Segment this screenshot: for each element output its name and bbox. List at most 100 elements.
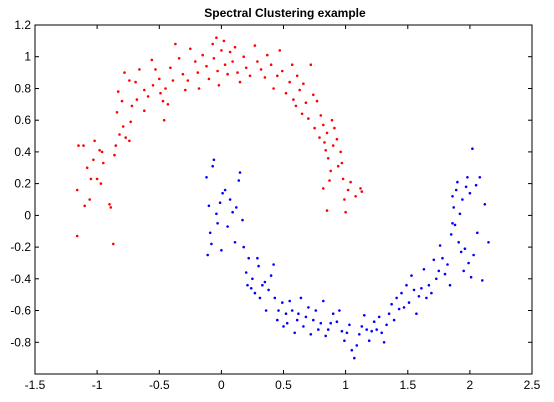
data-point-series-2 bbox=[410, 274, 413, 277]
x-tick-label: 0 bbox=[218, 378, 225, 392]
data-point-series-2 bbox=[432, 258, 436, 262]
data-point-series-1 bbox=[114, 144, 118, 147]
data-point-series-2 bbox=[238, 171, 242, 174]
data-point-series-2 bbox=[216, 222, 219, 225]
data-point-series-2 bbox=[358, 333, 361, 336]
data-point-series-2 bbox=[211, 164, 214, 168]
data-point-series-1 bbox=[159, 91, 162, 95]
data-point-series-2 bbox=[206, 253, 209, 257]
data-point-series-1 bbox=[323, 141, 326, 144]
data-point-series-1 bbox=[151, 84, 155, 87]
data-point-series-2 bbox=[375, 328, 379, 331]
data-point-series-1 bbox=[248, 74, 252, 78]
data-point-series-2 bbox=[457, 241, 461, 244]
data-point-series-2 bbox=[295, 318, 299, 322]
data-point-series-2 bbox=[420, 287, 423, 290]
data-point-series-2 bbox=[469, 275, 473, 279]
data-point-series-2 bbox=[355, 344, 359, 347]
data-point-series-2 bbox=[256, 256, 259, 260]
data-point-series-1 bbox=[98, 149, 101, 152]
data-point-series-2 bbox=[235, 206, 238, 209]
data-point-series-2 bbox=[340, 329, 344, 333]
x-tick-label: 1 bbox=[342, 378, 349, 392]
data-point-series-2 bbox=[478, 176, 482, 179]
data-point-series-1 bbox=[256, 60, 259, 63]
data-point-series-1 bbox=[290, 63, 294, 66]
data-point-series-2 bbox=[264, 309, 268, 312]
data-point-series-1 bbox=[294, 104, 298, 108]
data-point-series-1 bbox=[138, 68, 141, 71]
data-point-series-1 bbox=[212, 57, 216, 60]
data-point-series-2 bbox=[205, 176, 208, 179]
y-tick-label: 1 bbox=[24, 50, 31, 64]
data-point-series-2 bbox=[370, 329, 374, 333]
data-point-series-2 bbox=[456, 180, 459, 184]
data-point-series-2 bbox=[257, 264, 260, 268]
data-point-series-1 bbox=[169, 66, 172, 70]
data-point-series-1 bbox=[238, 80, 242, 84]
data-point-series-1 bbox=[309, 63, 313, 66]
x-tick-label: 0.5 bbox=[275, 378, 292, 392]
data-point-series-1 bbox=[77, 144, 80, 147]
data-point-series-2 bbox=[272, 263, 275, 266]
y-tick-label: 0.6 bbox=[14, 113, 31, 127]
data-point-series-1 bbox=[326, 157, 330, 160]
data-point-series-2 bbox=[331, 312, 335, 316]
data-point-series-2 bbox=[210, 242, 213, 246]
points-layer bbox=[75, 36, 490, 360]
data-point-series-2 bbox=[453, 223, 457, 227]
data-point-series-2 bbox=[317, 328, 320, 331]
data-point-series-1 bbox=[307, 117, 310, 120]
data-point-series-1 bbox=[302, 82, 305, 85]
data-point-series-2 bbox=[324, 334, 328, 338]
data-point-series-1 bbox=[231, 60, 234, 63]
data-point-series-2 bbox=[472, 253, 475, 257]
data-point-series-2 bbox=[304, 315, 308, 319]
data-point-series-1 bbox=[266, 53, 269, 57]
data-point-series-2 bbox=[425, 296, 428, 300]
data-point-series-1 bbox=[222, 39, 226, 43]
data-point-series-1 bbox=[360, 190, 364, 193]
data-point-series-2 bbox=[208, 231, 212, 235]
data-point-series-2 bbox=[221, 191, 224, 195]
data-point-series-1 bbox=[346, 188, 350, 192]
data-point-series-1 bbox=[216, 69, 219, 73]
x-tick-label: -1 bbox=[92, 378, 103, 392]
data-point-series-1 bbox=[92, 158, 95, 162]
data-point-series-1 bbox=[128, 139, 131, 143]
data-point-series-2 bbox=[314, 309, 318, 312]
data-point-series-2 bbox=[382, 341, 386, 344]
data-point-series-2 bbox=[207, 204, 211, 208]
data-point-series-1 bbox=[211, 42, 214, 46]
y-tick-label: 0.2 bbox=[14, 177, 31, 191]
data-point-series-2 bbox=[363, 314, 366, 317]
data-point-series-2 bbox=[241, 218, 244, 222]
data-point-series-2 bbox=[237, 179, 241, 182]
data-point-series-2 bbox=[459, 250, 463, 254]
y-tick-label: 0.4 bbox=[14, 145, 31, 159]
data-point-series-1 bbox=[349, 180, 352, 184]
data-point-series-2 bbox=[481, 279, 484, 282]
data-point-series-1 bbox=[121, 125, 125, 128]
data-point-series-2 bbox=[282, 325, 285, 328]
data-point-series-1 bbox=[244, 66, 248, 70]
data-point-series-2 bbox=[467, 261, 470, 265]
data-point-series-1 bbox=[300, 112, 304, 116]
data-point-series-2 bbox=[276, 318, 279, 322]
data-point-series-1 bbox=[109, 206, 113, 209]
data-point-series-2 bbox=[338, 309, 341, 312]
data-point-series-1 bbox=[75, 234, 79, 238]
y-tick-label: -0.4 bbox=[10, 272, 31, 286]
data-point-series-1 bbox=[171, 79, 175, 82]
data-point-series-1 bbox=[312, 93, 315, 97]
x-tick-label: 2.5 bbox=[524, 378, 541, 392]
data-point-series-2 bbox=[402, 306, 406, 309]
data-point-series-2 bbox=[285, 321, 289, 325]
data-point-series-1 bbox=[269, 63, 273, 66]
data-point-series-2 bbox=[218, 201, 222, 204]
data-point-series-2 bbox=[397, 307, 401, 311]
x-tick-label: 2 bbox=[467, 378, 474, 392]
data-point-series-2 bbox=[246, 283, 249, 287]
data-point-series-1 bbox=[322, 123, 325, 127]
